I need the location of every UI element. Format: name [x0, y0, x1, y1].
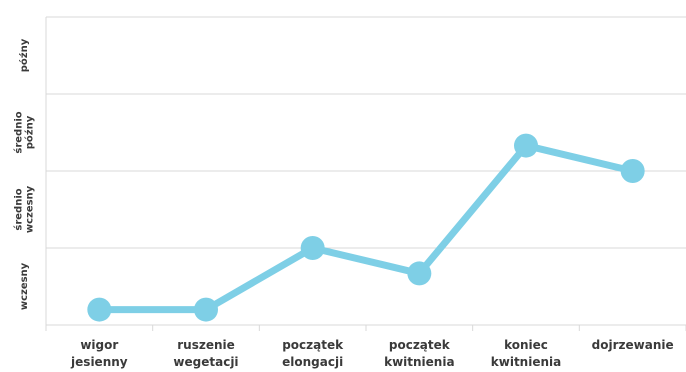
- series-line: [95, 142, 637, 314]
- y-tick-label: średniopóźny: [13, 111, 36, 153]
- data-point: [300, 236, 325, 260]
- grid-layer: [46, 16, 686, 249]
- x-tick-label: wigor jesienny: [70, 338, 128, 369]
- axis-layer: [45, 17, 686, 331]
- y-tick-labels: wczesny średniowczesny średniopóźny późny: [13, 38, 36, 310]
- y-tick-label: wczesny: [19, 262, 30, 310]
- x-tick-label: początek kwitnienia: [384, 338, 454, 369]
- x-tick-label: koniec kwitnienia: [491, 338, 561, 369]
- data-point: [87, 297, 112, 322]
- data-point: [407, 261, 432, 286]
- x-tick-label: ruszenie wegetacji: [173, 338, 238, 369]
- x-tick-label: dojrzewanie: [592, 338, 674, 352]
- data-point: [194, 297, 218, 322]
- series-layer: [87, 133, 645, 322]
- y-tick-label: późny: [18, 38, 30, 72]
- data-point: [514, 133, 538, 158]
- y-tick-label: średniowczesny: [13, 185, 36, 233]
- data-point: [620, 159, 645, 183]
- x-tick-labels: wigor jesienny ruszenie wegetacji początek el…: [70, 338, 674, 369]
- x-tick-label: początek elongacji: [282, 338, 344, 369]
